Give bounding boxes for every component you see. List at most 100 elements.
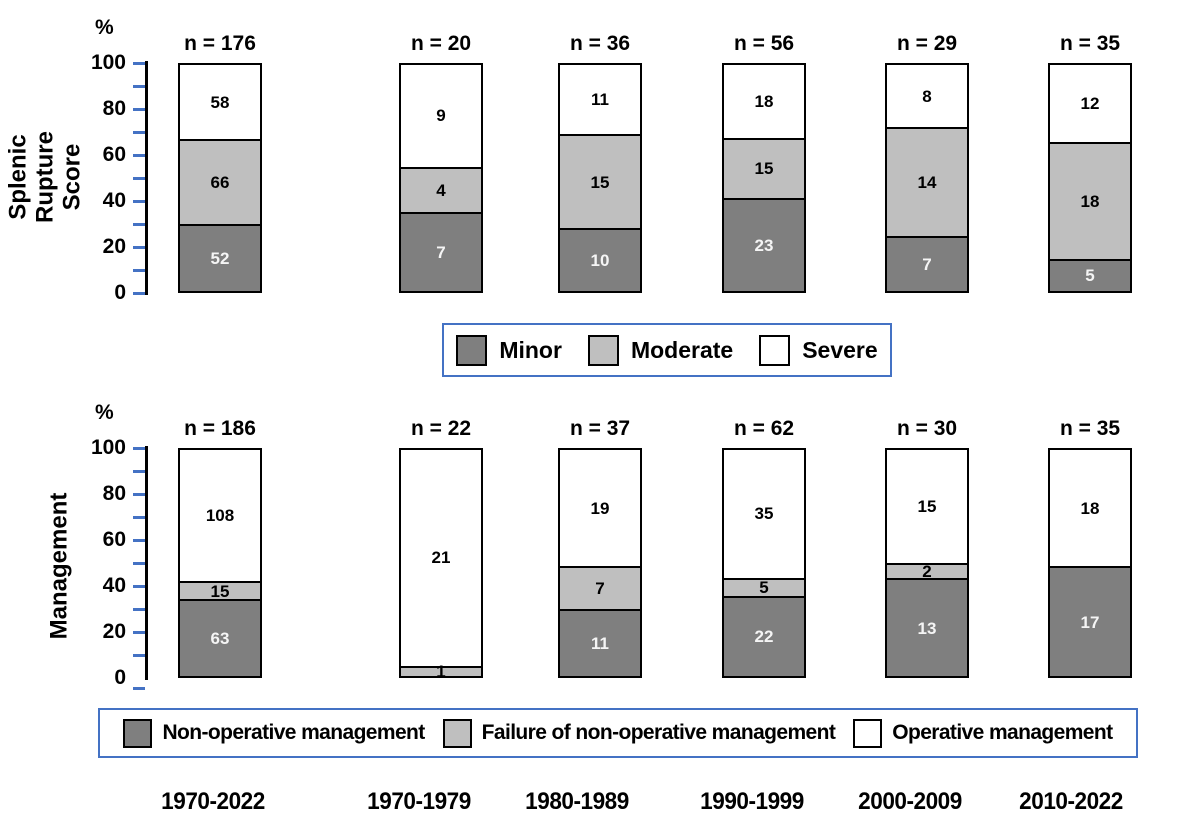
bar-1970-1979: 9 4 7 (399, 63, 483, 293)
bar-2000-2009: 8 14 7 (885, 63, 969, 293)
legend-swatch (587, 334, 619, 366)
x-axis-label: 1980-1989 (525, 788, 629, 815)
bar-value-label: 9 (436, 106, 446, 126)
bar-value-label: 35 (754, 504, 774, 524)
bar-value-label: 7 (436, 242, 446, 262)
bar-value-label: 21 (431, 548, 451, 568)
bar-value-label: 18 (1080, 192, 1100, 212)
y-axis-tick (133, 561, 145, 565)
y-axis-tick (133, 245, 145, 249)
n-label: n = 56 (733, 32, 795, 55)
bar-value-label: 52 (210, 249, 230, 269)
bar-1970-2022: 58 66 52 (178, 63, 262, 293)
bar-segment-failure-of-non-operative-management: 5 (724, 577, 804, 596)
bar-segment-operative-management: 35 (724, 450, 804, 578)
y-axis-tick (133, 130, 145, 134)
bar-1970-1979: 21 1 (399, 448, 483, 680)
bar-value-label: 15 (590, 172, 610, 192)
y-axis-tick (133, 222, 145, 226)
y-axis-tick (133, 538, 145, 542)
bar-2000-2009: 15 2 13 (885, 448, 969, 678)
bar-segment-failure-of-non-operative-management: 15 (180, 581, 260, 600)
legend-swatch (123, 718, 153, 748)
bar-value-label: 19 (590, 498, 610, 518)
y-axis-tick (133, 61, 145, 65)
bar-segment-non-operative-management: 17 (1050, 566, 1130, 676)
bar-segment-minor: 10 (560, 228, 640, 291)
y-axis-tick (133, 268, 145, 272)
y-axis-tick (133, 686, 145, 690)
legend-item-non-operative-management: Non-operative management (123, 718, 425, 748)
bar-segment-operative-management: 19 (560, 450, 640, 567)
y-axis-tick (133, 446, 145, 450)
x-axis-label: 1970-1979 (367, 788, 471, 815)
bar-value-label: 4 (436, 180, 446, 200)
bar-value-label: 14 (917, 173, 937, 193)
legend: Minor Moderate Severe (442, 323, 892, 377)
legend-swatch (442, 718, 472, 748)
bar-segment-operative-management: 21 (401, 450, 481, 666)
legend-swatch (456, 334, 488, 366)
bar-segment-severe: 18 (724, 65, 804, 138)
n-label: n = 35 (1059, 417, 1121, 440)
bar-1990-1999: 18 15 23 (722, 63, 806, 293)
y-axis-tick-label: 0 (114, 666, 126, 689)
y-axis-tick (133, 199, 145, 203)
bar-segment-failure-of-non-operative-management: 1 (401, 663, 481, 680)
n-label: n = 35 (1059, 32, 1121, 55)
y-axis-tick-label: 80 (102, 97, 126, 120)
n-label: n = 37 (569, 417, 631, 440)
bar-value-label: 63 (210, 629, 230, 649)
y-axis-tick (133, 153, 145, 157)
bar-1970-2022: 108 15 63 (178, 448, 262, 678)
n-label: n = 22 (410, 417, 472, 440)
legend-swatch (853, 718, 883, 748)
legend-label: Failure of non-operative management (481, 721, 836, 744)
n-label: n = 176 (184, 32, 256, 55)
bar-value-label: 5 (1085, 266, 1095, 286)
legend-label: Moderate (630, 336, 734, 363)
legend-label: Severe (802, 336, 878, 363)
bar-value-label: 7 (922, 255, 932, 275)
y-axis-tick-label: 20 (102, 620, 126, 643)
y-axis-tick-label: 80 (102, 482, 126, 505)
legend-item-moderate: Moderate (587, 334, 734, 366)
bar-value-label: 23 (754, 236, 774, 256)
y-axis-tick-label: 0 (114, 281, 126, 304)
bar-segment-minor: 52 (180, 224, 260, 291)
y-axis-tick-label: 100 (90, 436, 126, 459)
bar-segment-severe: 11 (560, 65, 640, 135)
y-axis-tick-label: 60 (102, 528, 126, 551)
bar-segment-non-operative-management: 63 (180, 599, 260, 676)
bar-1990-1999: 35 5 22 (722, 448, 806, 678)
bar-value-label: 10 (590, 251, 610, 271)
y-axis-tick (133, 492, 145, 496)
n-label: n = 20 (410, 32, 472, 55)
y-axis-tick (133, 84, 145, 88)
bar-segment-moderate: 15 (724, 137, 804, 199)
bar-segment-minor: 5 (1050, 258, 1130, 291)
x-axis-label: 1970-2022 (161, 788, 265, 815)
y-axis-title: Management (45, 492, 73, 640)
n-label: n = 36 (569, 32, 631, 55)
y-axis-tick (133, 107, 145, 111)
bar-segment-non-operative-management: 22 (724, 595, 804, 676)
bar-value-label: 18 (1080, 498, 1100, 518)
bar-value-label: 15 (754, 159, 774, 179)
bar-value-label: 8 (922, 86, 932, 106)
bar-value-label: 58 (210, 92, 230, 112)
bar-segment-failure-of-non-operative-management: 2 (887, 563, 967, 580)
y-axis-tick (133, 176, 145, 180)
bar-segment-moderate: 66 (180, 139, 260, 225)
y-axis-tick-label: 40 (102, 189, 126, 212)
bar-value-label: 1 (436, 662, 446, 682)
y-axis-line (145, 61, 148, 295)
bar-segment-moderate: 18 (1050, 142, 1130, 259)
y-axis-tick-label: 40 (102, 574, 126, 597)
y-axis-tick (133, 653, 145, 657)
n-label: n = 29 (896, 32, 958, 55)
y-axis-tick (133, 607, 145, 611)
legend-swatch (759, 334, 791, 366)
bar-value-label: 11 (591, 633, 609, 653)
legend-label: Operative management (892, 721, 1113, 744)
